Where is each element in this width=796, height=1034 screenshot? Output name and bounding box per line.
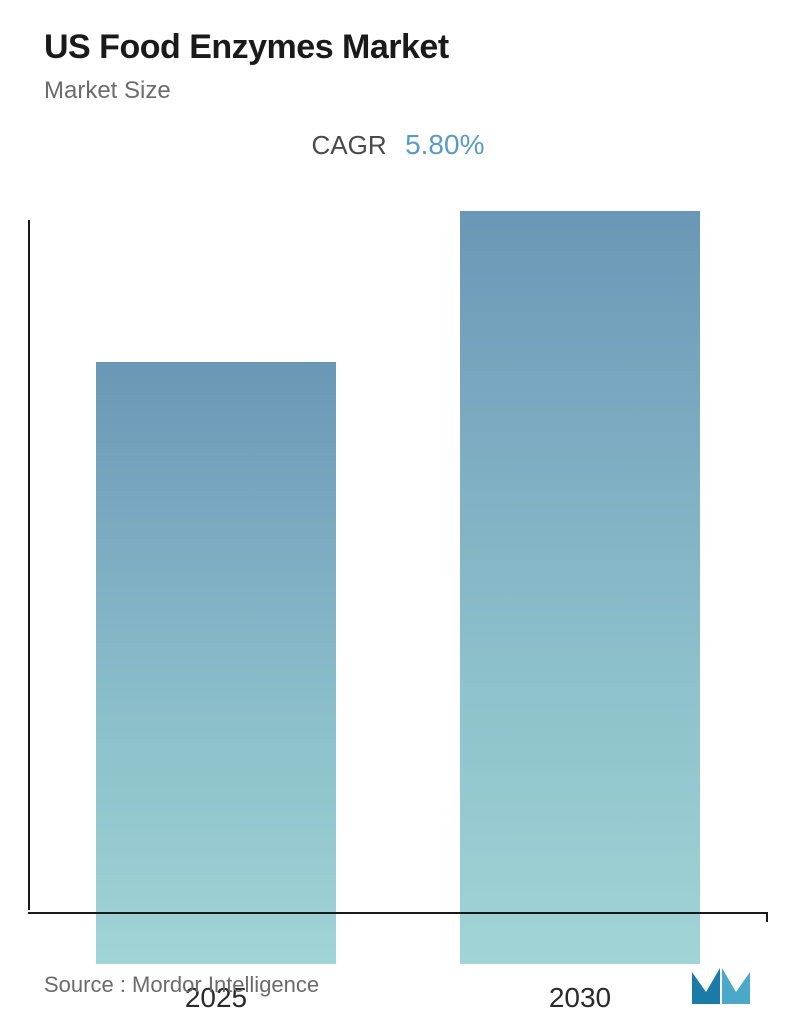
bar: [96, 362, 336, 964]
chart-footer: Source : Mordor Intelligence: [0, 946, 796, 1034]
cagr-row: CAGR 5.80%: [44, 129, 752, 161]
chart-container: US Food Enzymes Market Market Size CAGR …: [0, 0, 796, 1034]
cagr-value: 5.80%: [405, 129, 484, 160]
chart-title: US Food Enzymes Market: [44, 28, 752, 67]
bar-chart-area: 2025 2030: [44, 211, 752, 1034]
chart-subtitle: Market Size: [44, 77, 752, 105]
x-axis-tick-end: [766, 912, 768, 922]
bar-group: 2025: [74, 211, 358, 1014]
y-axis-line: [28, 220, 30, 910]
brand-logo-icon: [690, 964, 752, 1006]
bar-group: 2030: [438, 211, 722, 1014]
cagr-label: CAGR: [312, 130, 387, 160]
x-axis-line: [28, 912, 768, 914]
source-text: Source : Mordor Intelligence: [44, 972, 319, 998]
bar: [460, 211, 700, 964]
